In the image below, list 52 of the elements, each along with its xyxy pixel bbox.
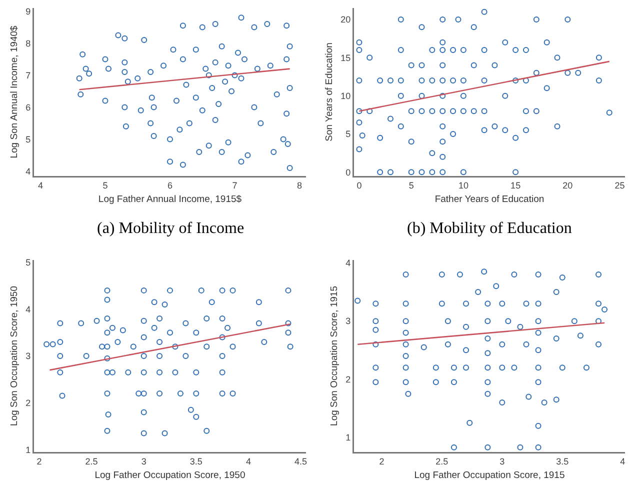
text: (b) Mobility of Education <box>407 220 572 237</box>
x-tick-label: 20 <box>562 180 573 190</box>
x-tick-label: 5 <box>102 180 108 190</box>
y-tick-label: 5 <box>346 129 351 140</box>
y-axis-title: Log Son Occupation Score, 1915 <box>329 286 340 426</box>
x-tick-label: 3.5 <box>556 456 569 466</box>
x-tick-label: 4 <box>246 456 251 466</box>
y-tick-label: 7 <box>26 70 31 80</box>
x-tick-label: 25 <box>614 180 625 190</box>
x-tick-label: 3 <box>141 456 146 466</box>
y-tick-label: 4 <box>26 166 31 176</box>
y-tick-label: 20 <box>340 14 351 25</box>
y-tick-label: 5 <box>26 134 31 144</box>
y-tick-label: 1 <box>346 432 351 443</box>
x-tick-label: 7 <box>232 180 238 190</box>
y-tick-label: 3 <box>26 351 31 362</box>
y-tick-label: 8 <box>26 38 31 48</box>
y-tick-label: 10 <box>340 90 351 101</box>
y-tick-label: 2 <box>346 374 351 384</box>
x-axis-title: Log Father Annual Income, 1915$ <box>98 194 242 206</box>
y-tick-label: 6 <box>26 102 31 112</box>
x-tick-label: 4.5 <box>294 456 308 466</box>
x-axis-title: Log Father Occupation Score, 1950 <box>94 470 246 482</box>
y-tick-label: 5 <box>26 257 31 268</box>
y-tick-label: 1 <box>26 444 31 455</box>
x-tick-label: 10 <box>458 180 468 190</box>
y-axis-title: Son Years of Education <box>324 42 336 142</box>
y-tick-label: 9 <box>26 6 31 16</box>
x-tick-label: 3.5 <box>190 456 202 466</box>
x-tick-label: 4 <box>38 180 43 190</box>
y-tick-label: 3 <box>346 316 351 326</box>
y-tick-label: 15 <box>340 52 351 63</box>
x-tick-label: 8 <box>297 180 302 190</box>
x-tick-label: 2.5 <box>85 456 98 466</box>
x-tick-label: 2 <box>379 456 384 466</box>
x-axis-title: Log Father Occupation Score, 1915 <box>414 470 565 482</box>
y-tick-label: 4 <box>26 304 31 314</box>
x-tick-label: 4 <box>620 456 626 466</box>
x-tick-label: 3 <box>500 456 505 466</box>
y-tick-label: 4 <box>346 258 351 268</box>
text: (a) Mobility of Income <box>97 220 244 237</box>
x-tick-label: 2 <box>36 456 42 466</box>
y-tick-label: 0 <box>346 167 351 178</box>
x-tick-label: 2.5 <box>436 456 448 466</box>
x-tick-label: 15 <box>510 180 521 190</box>
y-axis-title: Log Son Occupation Score, 1950 <box>9 286 20 426</box>
x-tick-label: 0 <box>356 180 362 190</box>
x-axis-title: Father Years of Education <box>434 194 544 206</box>
x-tick-label: 5 <box>408 180 414 190</box>
x-tick-label: 6 <box>167 180 173 190</box>
y-tick-label: 2 <box>26 398 31 408</box>
y-axis-title: Log Son Annual Income, 1940$ <box>9 24 20 158</box>
